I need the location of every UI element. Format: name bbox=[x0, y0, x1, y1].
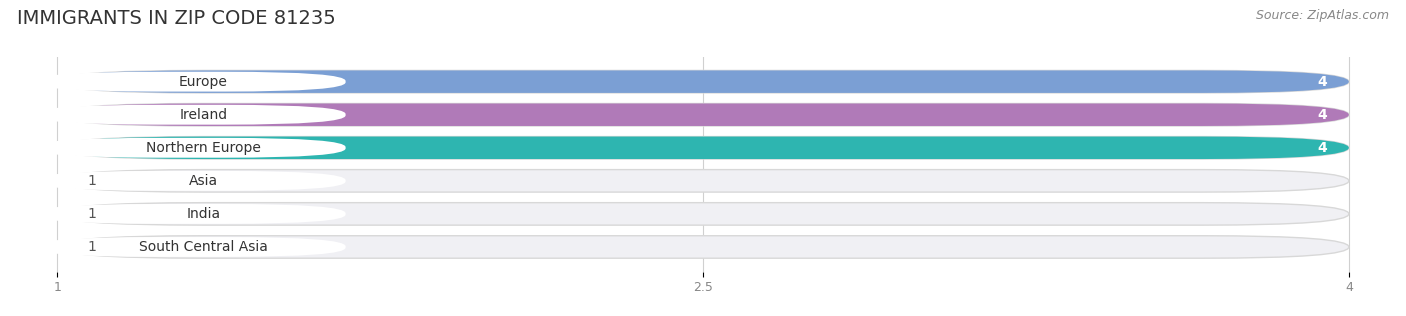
Text: India: India bbox=[187, 207, 221, 221]
FancyBboxPatch shape bbox=[58, 104, 1348, 126]
Text: IMMIGRANTS IN ZIP CODE 81235: IMMIGRANTS IN ZIP CODE 81235 bbox=[17, 9, 336, 28]
FancyBboxPatch shape bbox=[58, 104, 1348, 126]
FancyBboxPatch shape bbox=[35, 138, 346, 158]
Text: 4: 4 bbox=[1317, 141, 1327, 155]
FancyBboxPatch shape bbox=[35, 237, 346, 257]
Text: 1: 1 bbox=[87, 240, 96, 254]
FancyBboxPatch shape bbox=[35, 204, 346, 224]
Text: Northern Europe: Northern Europe bbox=[146, 141, 262, 155]
Text: Europe: Europe bbox=[179, 75, 228, 89]
Text: 4: 4 bbox=[1317, 108, 1327, 122]
Text: Source: ZipAtlas.com: Source: ZipAtlas.com bbox=[1256, 9, 1389, 22]
FancyBboxPatch shape bbox=[35, 105, 346, 125]
Text: 1: 1 bbox=[87, 207, 96, 221]
Text: Asia: Asia bbox=[188, 174, 218, 188]
FancyBboxPatch shape bbox=[58, 170, 1348, 192]
FancyBboxPatch shape bbox=[35, 72, 346, 92]
FancyBboxPatch shape bbox=[58, 137, 1348, 159]
Text: 1: 1 bbox=[87, 174, 96, 188]
FancyBboxPatch shape bbox=[35, 171, 346, 191]
FancyBboxPatch shape bbox=[58, 70, 1348, 93]
FancyBboxPatch shape bbox=[58, 137, 1348, 159]
FancyBboxPatch shape bbox=[58, 203, 1348, 225]
FancyBboxPatch shape bbox=[58, 70, 1348, 93]
Text: South Central Asia: South Central Asia bbox=[139, 240, 269, 254]
Text: Ireland: Ireland bbox=[180, 108, 228, 122]
Text: 4: 4 bbox=[1317, 75, 1327, 89]
FancyBboxPatch shape bbox=[58, 236, 1348, 258]
